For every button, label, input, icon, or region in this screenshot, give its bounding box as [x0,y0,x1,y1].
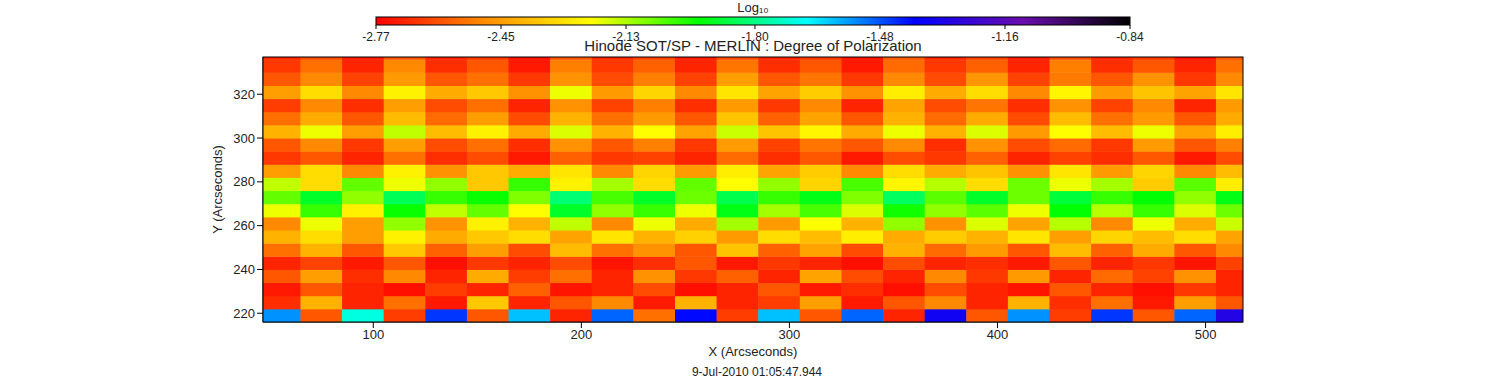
svg-text:-0.84: -0.84 [1116,30,1144,44]
svg-text:-2.45: -2.45 [487,30,515,44]
svg-text:Y (Arcseconds): Y (Arcseconds) [210,145,225,234]
svg-text:Hinode SOT/SP - MERLIN : Degre: Hinode SOT/SP - MERLIN : Degree of Polar… [584,37,921,54]
svg-text:-2.13: -2.13 [612,30,640,44]
svg-text:200: 200 [570,327,592,342]
svg-text:400: 400 [987,327,1009,342]
svg-text:240: 240 [233,262,255,277]
svg-text:100: 100 [362,327,384,342]
svg-text:9-Jul-2010 01:05:47.944: 9-Jul-2010 01:05:47.944 [692,365,822,379]
svg-text:-1.80: -1.80 [741,30,769,44]
svg-text:320: 320 [233,87,255,102]
svg-text:500: 500 [1195,327,1217,342]
svg-text:300: 300 [779,327,801,342]
svg-text:-2.77: -2.77 [362,30,390,44]
svg-text:-1.48: -1.48 [866,30,894,44]
svg-text:X (Arcseconds): X (Arcseconds) [709,344,798,359]
svg-text:260: 260 [233,218,255,233]
svg-text:Log₁₀: Log₁₀ [737,0,768,15]
svg-text:220: 220 [233,306,255,321]
svg-text:300: 300 [233,131,255,146]
svg-text:280: 280 [233,174,255,189]
svg-text:-1.16: -1.16 [991,30,1019,44]
